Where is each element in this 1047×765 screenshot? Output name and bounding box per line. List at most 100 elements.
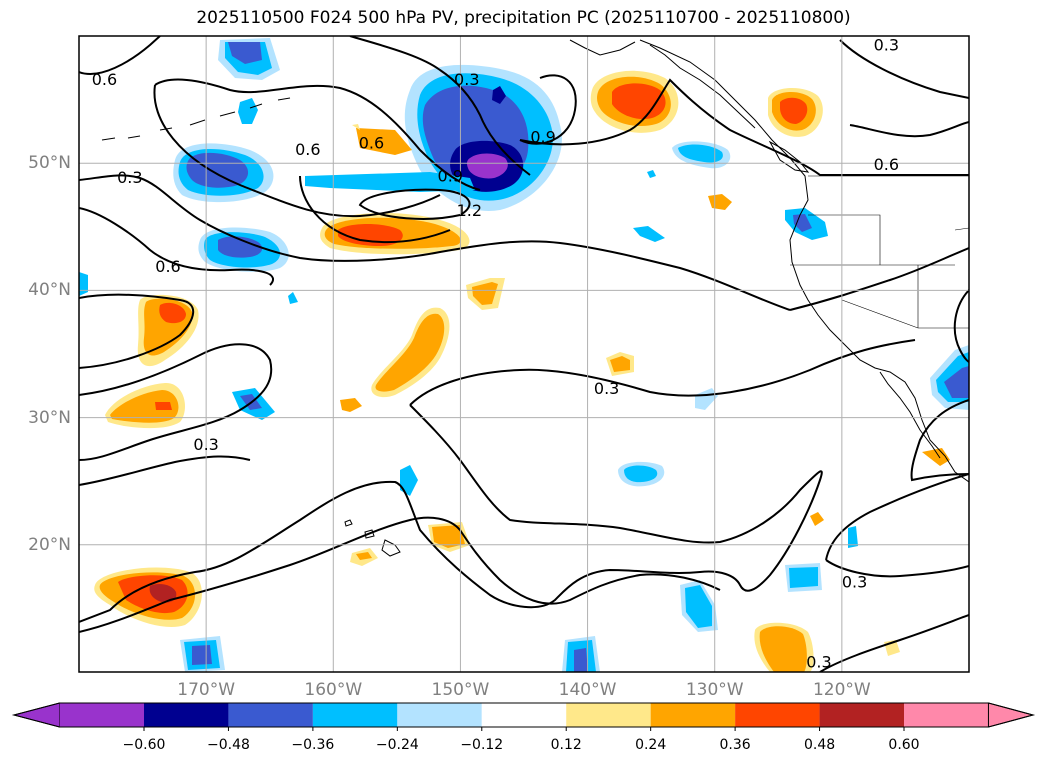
precip-positive-mexico [922,448,950,466]
precip-negative-s-4c [192,645,212,665]
colorbar-segment [819,703,904,727]
pv-contour-loop-1b [154,78,481,191]
precip-positive-gulf-1c [612,83,666,120]
contour-label: 0.6 [874,155,899,174]
pv-contour-gulf-line [519,78,969,176]
map-frame [78,35,970,673]
pv-contour-w-2 [79,207,274,286]
pv-contour-loop-1 [153,84,441,218]
contour-label: 0.3 [193,435,218,454]
latitude-label: 50°N [28,153,71,174]
colorbar-segment [735,703,820,727]
longitude-label: 140°W [558,680,617,700]
precip-negative-s-3c [574,648,588,672]
colorbar-segment [481,703,567,727]
precip-negative-nw-1c [228,42,262,64]
precip-positive-small-5b [356,552,372,560]
colorbar-tick-label: −0.12 [460,737,504,753]
pv-contour-w-1 [79,174,791,311]
colorbar-segment [397,703,482,727]
contour-label: 0.3 [842,572,867,591]
pv-contour-south [79,516,721,633]
precip-positive-mid-3b [610,356,630,372]
map-area: 0.6 0.3 0.6 0.6 0.9 0.3 0.6 0.3 0.9 1.2 0.6 0.3 0.3 0… [79,36,969,672]
pv-contour-mid-1 [409,339,916,406]
colorbar-tick-label: 0.48 [803,737,836,753]
contour-label: 0.6 [295,140,320,159]
precip-positive-mid-2b [472,282,498,305]
precip-negative-gulf-alaska-5 [466,153,508,179]
coastline-hawaii-1 [381,539,401,557]
colorbar-tick-label: −0.24 [375,737,419,753]
precip-positive-small-1b [352,124,360,130]
colorbar-segment [144,703,229,727]
colorbar-segment [904,703,989,727]
precip-positive-small-1 [356,128,412,155]
pv-contour-loop-2 [299,175,451,244]
pv-contour-se [825,473,969,561]
precip-positive-small-2 [340,398,362,412]
precip-negative-pnw-1b [678,144,723,163]
colorbar-segment [228,703,313,727]
contour-label: 0.3 [874,36,899,55]
colorbar-over-triangle [987,702,1035,728]
pv-contour-north [79,36,161,75]
colorbar-under-triangle [12,702,61,728]
contour-label: 0.6 [92,70,117,89]
colorbar [12,702,1035,731]
pv-contour-right-3 [910,399,969,482]
precip-positive-w-2c [155,402,172,410]
precip-positive-small-4b [432,525,465,548]
coastline-hawaii-3 [344,519,353,527]
precip-negative-small-5 [79,272,88,296]
precip-negative-small-2 [238,98,258,124]
precip-negative-small-9 [400,465,418,496]
colorbar-tick-label: 0.60 [888,737,920,753]
colorbar-outline [12,702,1035,728]
precip-negative-s-2b [789,567,818,588]
colorbar-tick-label: 0.36 [719,737,751,753]
precip-negative-band [305,172,475,192]
precip-negative-nw-2c [186,152,249,188]
page-title: 2025110500 F024 500 hPa PV, precipitatio… [196,8,851,28]
pv-contour-w-4 [79,343,273,461]
colorbar-segment [650,703,736,727]
contour-label: 0.6 [155,257,180,276]
contour-label: 1.2 [457,201,482,220]
pv-contour-se-2 [819,614,969,672]
colorbar-segment [312,703,398,727]
precip-positive-se-b [759,626,807,672]
coastline-north-america [639,39,969,483]
pv-contour-w-3 [79,293,195,369]
contour-label: 0.3 [594,379,619,398]
precip-negative-pnw-2b [793,214,812,232]
precip-positive-mid-1b [375,313,445,392]
pv-contour-north-2 [349,36,531,176]
pv-contours [79,36,969,672]
state-borders [790,175,969,329]
pv-contour-sw [79,455,251,486]
colorbar-tick-label: −0.60 [122,737,166,753]
precip-negative-small-6 [288,292,298,304]
colorbar-tick-label: 0.12 [550,737,582,753]
precip-positive-small-6 [810,512,824,526]
pv-contour-loop-3 [358,188,471,220]
contour-label: 0.3 [117,168,142,187]
colorbar-tick-label: −0.48 [206,737,250,753]
longitude-label: 170°W [177,680,236,700]
precip-negative-mid-2b [624,465,658,483]
latitude-label: 40°N [28,280,71,301]
latitude-label: 20°N [28,534,71,555]
colorbar-segment [59,703,144,727]
contour-label: 0.3 [806,653,831,672]
precip-negative-small-7 [633,226,665,242]
precip-positive-hawaii-w-d [149,584,177,603]
coastline-vancouver [768,140,810,173]
longitude-label: 160°W [304,680,363,700]
precip-negative-small-8 [647,170,656,178]
precip-negative-s-1b [685,585,712,628]
precip-positive-bc-c [780,97,808,124]
contour-label: 0.6 [359,134,384,153]
precip-positive-small-3 [708,194,732,210]
pv-contour-right-2 [953,289,969,363]
